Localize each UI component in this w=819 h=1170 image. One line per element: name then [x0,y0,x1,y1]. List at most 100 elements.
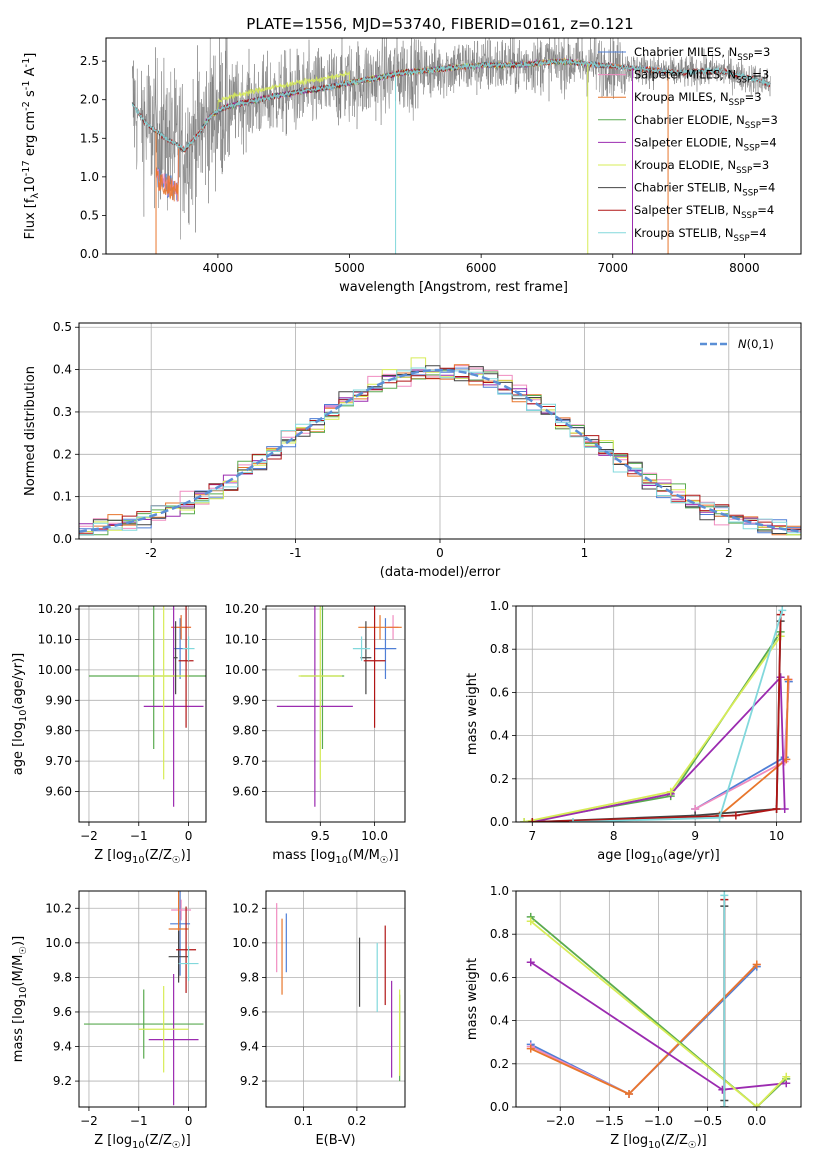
y-tick-label: 9.70 [45,754,72,768]
y-tick-label: 0.5 [80,208,99,222]
weight-line-salpeter_stelib [532,614,782,822]
y-tick-label: 0.8 [490,927,509,941]
legend-label-salpeter_stelib: Salpeter STELIB, NSSP=4 [634,203,774,221]
x-tick-label: 0.0 [747,1114,766,1128]
y-tick-label: 0.0 [490,1100,509,1114]
weight-marker-kroupa_elodie [782,1072,791,1081]
histogram-kroupa_stelib [79,367,801,536]
y-tick-label: 9.8 [240,970,259,984]
weight-line-chabrier_stelib [532,621,782,822]
axes-frame [265,605,406,823]
y-tick-label: 0.4 [53,363,72,377]
axes-frame [105,37,802,255]
x-tick-label: −1 [130,829,148,843]
weight-marker-kroupa_stelib [715,813,724,822]
y-tick-label: 0.4 [490,1014,509,1028]
axes-frame [265,890,406,1108]
residuals-legend: N(0,1) [700,337,774,351]
y-tick-label: 1.0 [80,170,99,184]
y-tick-label: 0.8 [490,642,509,656]
y-axis-label: mass [log10(M/M☉)] [11,936,29,1062]
legend-label-salpeter_miles: Salpeter MILES, NSSP=3 [634,68,769,86]
weight-marker-salpeter_stelib [528,818,537,822]
axes-frame [515,890,802,1108]
figure-title: PLATE=1556, MJD=53740, FIBERID=0161, z=0… [246,15,633,33]
y-axis-label: Flux [fλ10-17 erg cm-2 s-1 A-1] [21,53,41,240]
x-tick-label: −1 [130,1114,148,1128]
x-axis-label: Z [log10(Z/Z☉)] [94,1133,191,1151]
y-tick-label: 0.2 [53,447,72,461]
x-axis-label: age [log10(age/yr)] [597,848,720,866]
y-tick-label: 9.8 [53,970,72,984]
mass_vs_Z-axes: −2 −1 0 9.2 9.4 9.6 9.8 10.0 10.2 Z [log10(Z/Z☉)]… [11,890,207,1151]
weight-marker-kroupa_miles [752,960,761,969]
y-tick-label: 9.60 [45,785,72,799]
weight-marker-salpeter_elodie [526,958,535,967]
x-axis-label: E(B-V) [315,1133,355,1148]
x-tick-label: 4000 [203,261,234,275]
y-tick-label: 0.4 [490,729,509,743]
legend-label-chabrier_stelib: Chabrier STELIB, NSSP=4 [634,181,775,199]
axes-frame [515,605,802,823]
x-tick-label: −1.0 [644,1114,673,1128]
spectrum-plot-area [131,38,771,254]
x-axis-label: mass [log10(M/M☉)] [272,848,398,866]
x-tick-label: −2 [80,829,98,843]
x-tick-label: 6000 [466,261,497,275]
y-tick-label: 2.0 [80,93,99,107]
y-tick-label: 9.90 [45,693,72,707]
y-tick-label: 9.6 [53,1005,72,1019]
y-tick-label: 2.5 [80,54,99,68]
mass_vs_Z-plot-area [83,891,204,1106]
legend-label-kroupa_stelib: Kroupa STELIB, NSSP=4 [634,226,767,244]
y-tick-label: 0.5 [53,320,72,334]
x-tick-label: 8000 [729,261,760,275]
weight-marker-salpeter_stelib [772,805,781,814]
x-tick-label: -1 [290,546,302,560]
x-tick-label: 2 [725,546,733,560]
x-tick-label: 0.2 [347,1114,366,1128]
x-tick-label: 7000 [597,261,628,275]
y-tick-label: 0.0 [80,247,99,261]
age_vs_Z-plot-area [88,606,206,807]
axes-frame [78,322,802,540]
y-tick-label: 10.20 [38,602,72,616]
normal-curve [79,368,801,533]
x-axis-label: (data-model)/error [380,565,501,580]
weight-line-chabrier_elodie [530,916,787,1107]
y-tick-label: 9.80 [45,724,72,738]
x-tick-label: 10 [769,829,784,843]
x-tick-label: −0.5 [693,1114,722,1128]
mass_vs_ebv-axes: 0.1 0.2 9.2 9.4 9.6 9.8 10.0 10.2 E(B-V) [232,890,406,1148]
y-tick-label: 0.6 [490,685,509,699]
weight_vs_Z-plot-area [526,891,791,1107]
weight-marker-salpeter_elodie [776,673,785,682]
weight-marker-kroupa_miles [526,1044,535,1053]
weight-marker-kroupa_stelib [778,606,787,615]
x-tick-label: 1 [581,546,589,560]
weight_vs_age-plot-area [520,606,793,822]
weight-marker-kroupa_stelib [720,891,729,900]
weight-marker-kroupa_miles [625,1090,634,1099]
weight-line-chabrier_elodie [523,631,782,822]
x-tick-label: −1.5 [595,1114,624,1128]
y-tick-label: 0.3 [53,405,72,419]
x-tick-label: 0 [185,829,193,843]
y-tick-label: 9.80 [232,724,259,738]
legend-label-kroupa_miles: Kroupa MILES, NSSP=3 [634,90,762,108]
y-tick-label: 9.2 [240,1074,259,1088]
x-tick-label: -2 [145,546,157,560]
x-tick-label: 7 [528,829,536,843]
spectrum-axes: 4000 5000 6000 7000 8000 0.0 0.5 1.0 1.5 2.0 2.5 wa… [21,37,802,295]
weight-marker-kroupa_elodie [666,787,675,796]
y-tick-label: 10.00 [225,663,259,677]
y-axis-label: mass weight [465,673,480,755]
y-tick-label: 0.0 [490,815,509,829]
mass_vs_ebv-plot-area [276,903,401,1082]
legend-label-chabrier_elodie: Chabrier ELODIE, NSSP=3 [634,113,778,131]
x-axis-label: wavelength [Angstrom, rest frame] [339,280,568,295]
y-tick-label: 10.00 [38,663,72,677]
x-tick-label: 8 [610,829,618,843]
y-tick-label: 10.2 [232,901,259,915]
